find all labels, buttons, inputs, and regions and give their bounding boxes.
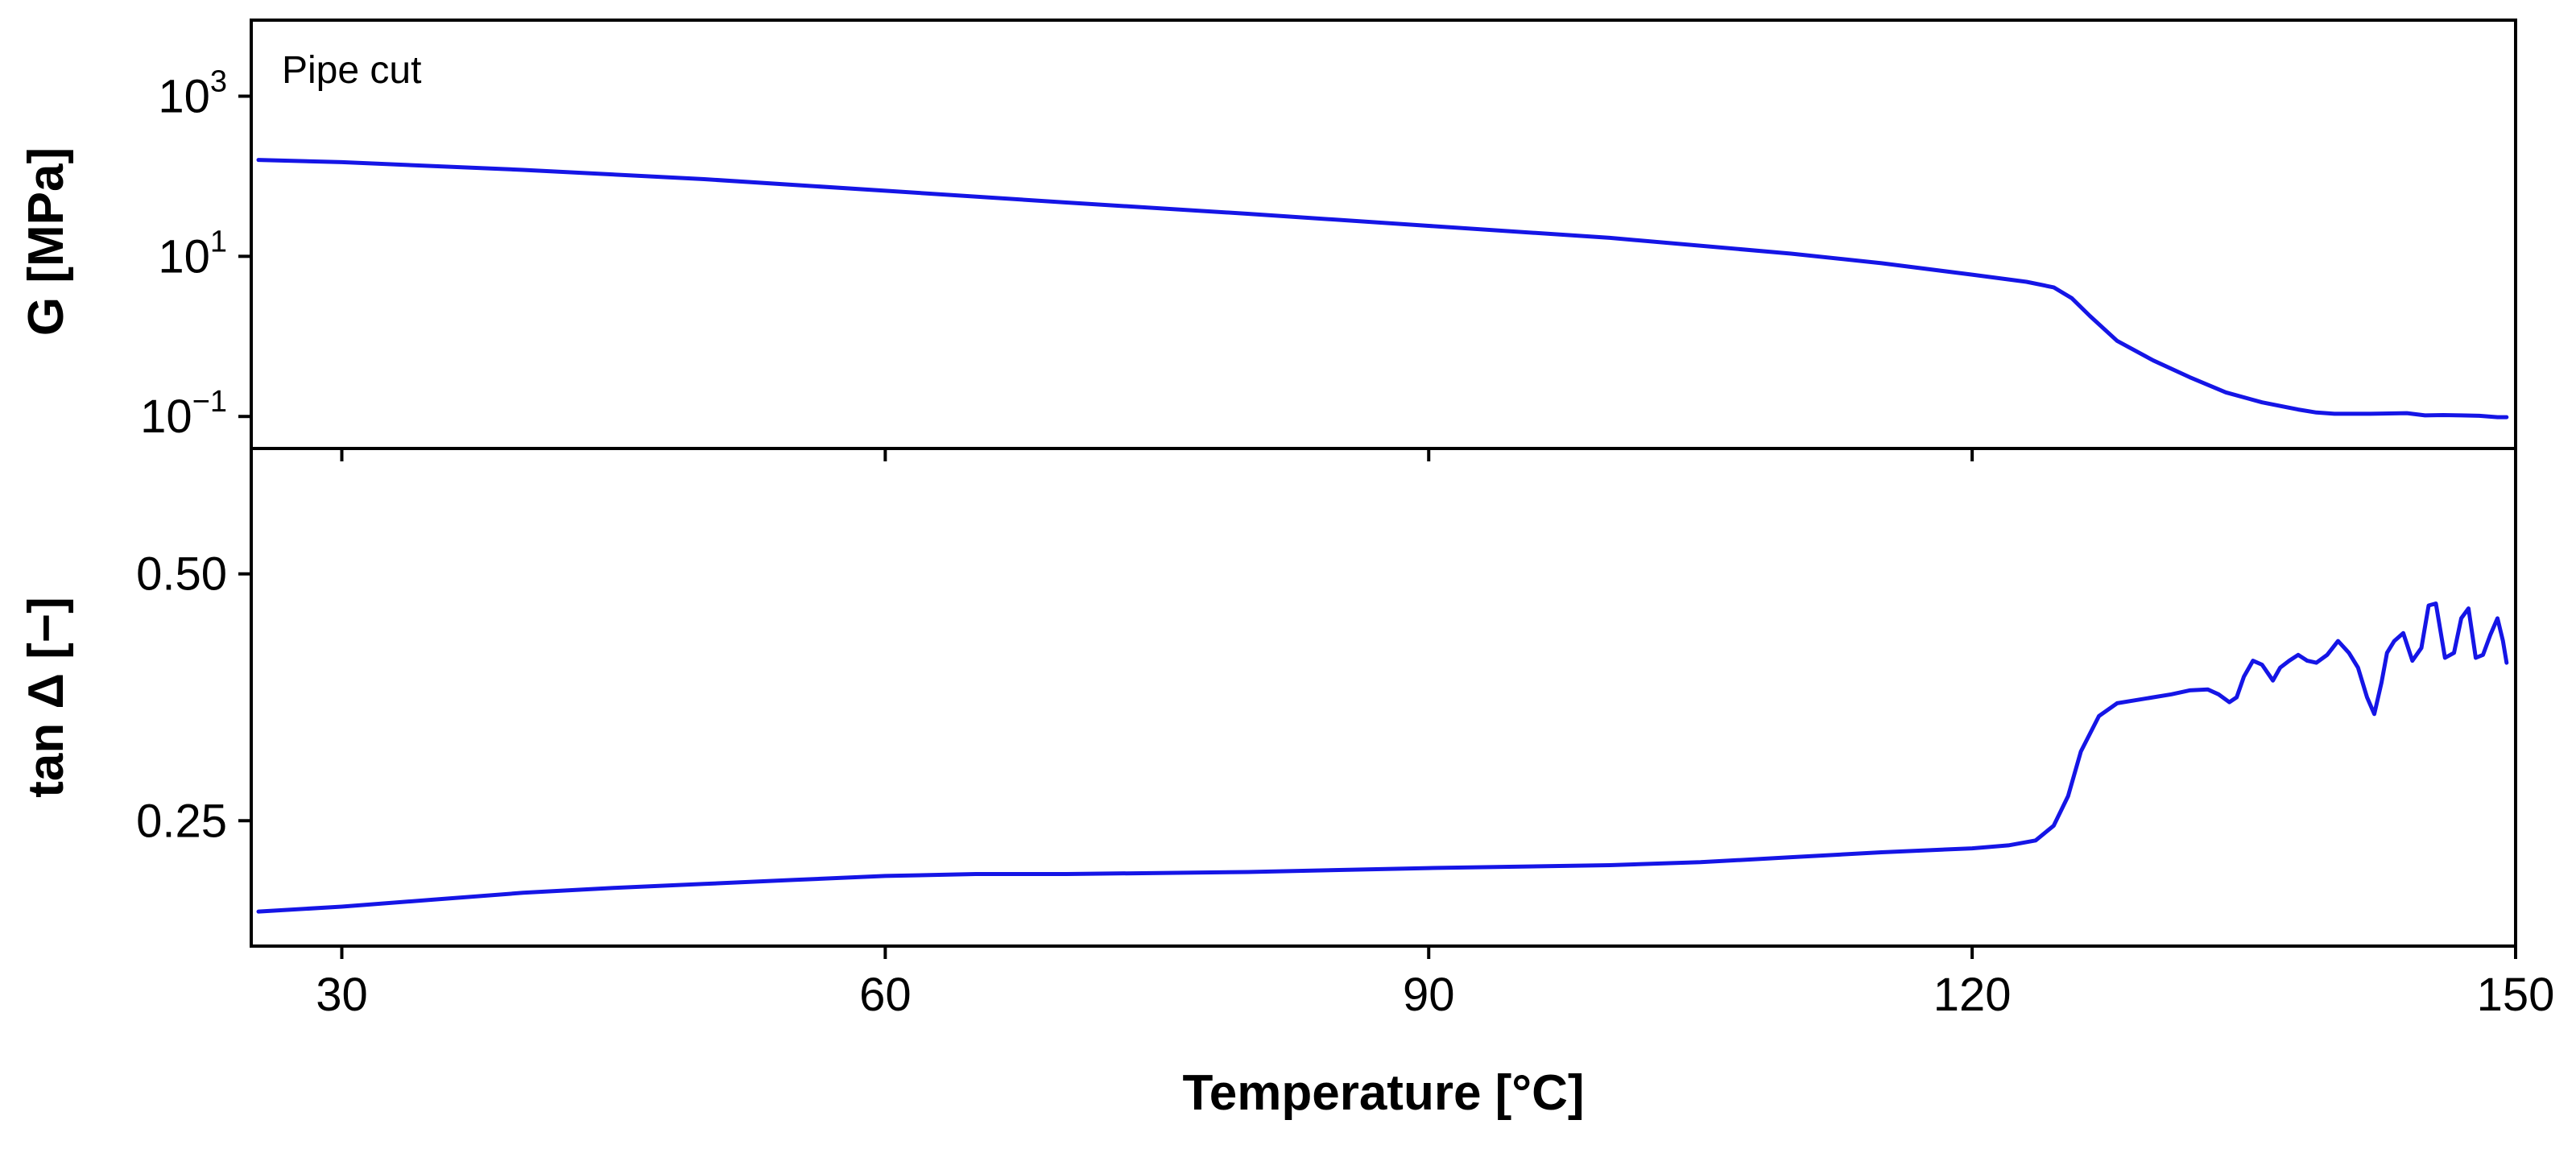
x-tick-label: 60 bbox=[859, 969, 912, 1021]
x-tick-label: 120 bbox=[1933, 969, 2012, 1021]
x-tick-label: 90 bbox=[1403, 969, 1455, 1021]
top-panel: Pipe cut 10−1 101 103 G [MPa] bbox=[19, 19, 2517, 450]
top-plot-frame bbox=[250, 19, 2517, 450]
x-tick-label: 30 bbox=[316, 969, 368, 1021]
pipe-cut-annotation: Pipe cut bbox=[282, 49, 421, 92]
bottom-y-tick-label: 0.50 bbox=[136, 548, 227, 601]
top-y-tick-label: 101 bbox=[158, 225, 227, 283]
x-axis-label: Temperature [°C] bbox=[1182, 1065, 1584, 1121]
top-y-tick-label: 10−1 bbox=[140, 385, 227, 443]
x-tick-label: 150 bbox=[2477, 969, 2555, 1021]
g-modulus-line bbox=[256, 158, 2509, 420]
bottom-y-axis-label: tan Δ [−] bbox=[19, 597, 74, 798]
top-y-tick-label: 103 bbox=[158, 64, 227, 122]
top-y-ticks: 10−1 101 103 bbox=[140, 64, 251, 443]
bottom-y-tick-label: 0.25 bbox=[136, 795, 227, 847]
top-y-axis-label: G [MPa] bbox=[19, 147, 74, 336]
bottom-panel: 0.25 0.50 tan Δ [−] bbox=[19, 447, 2517, 948]
bottom-plot-frame bbox=[250, 447, 2517, 948]
x-axis-ticks: 30 60 90 120 150 bbox=[316, 448, 2554, 1021]
tan-delta-line bbox=[256, 601, 2509, 914]
bottom-y-ticks: 0.25 0.50 bbox=[136, 548, 251, 847]
